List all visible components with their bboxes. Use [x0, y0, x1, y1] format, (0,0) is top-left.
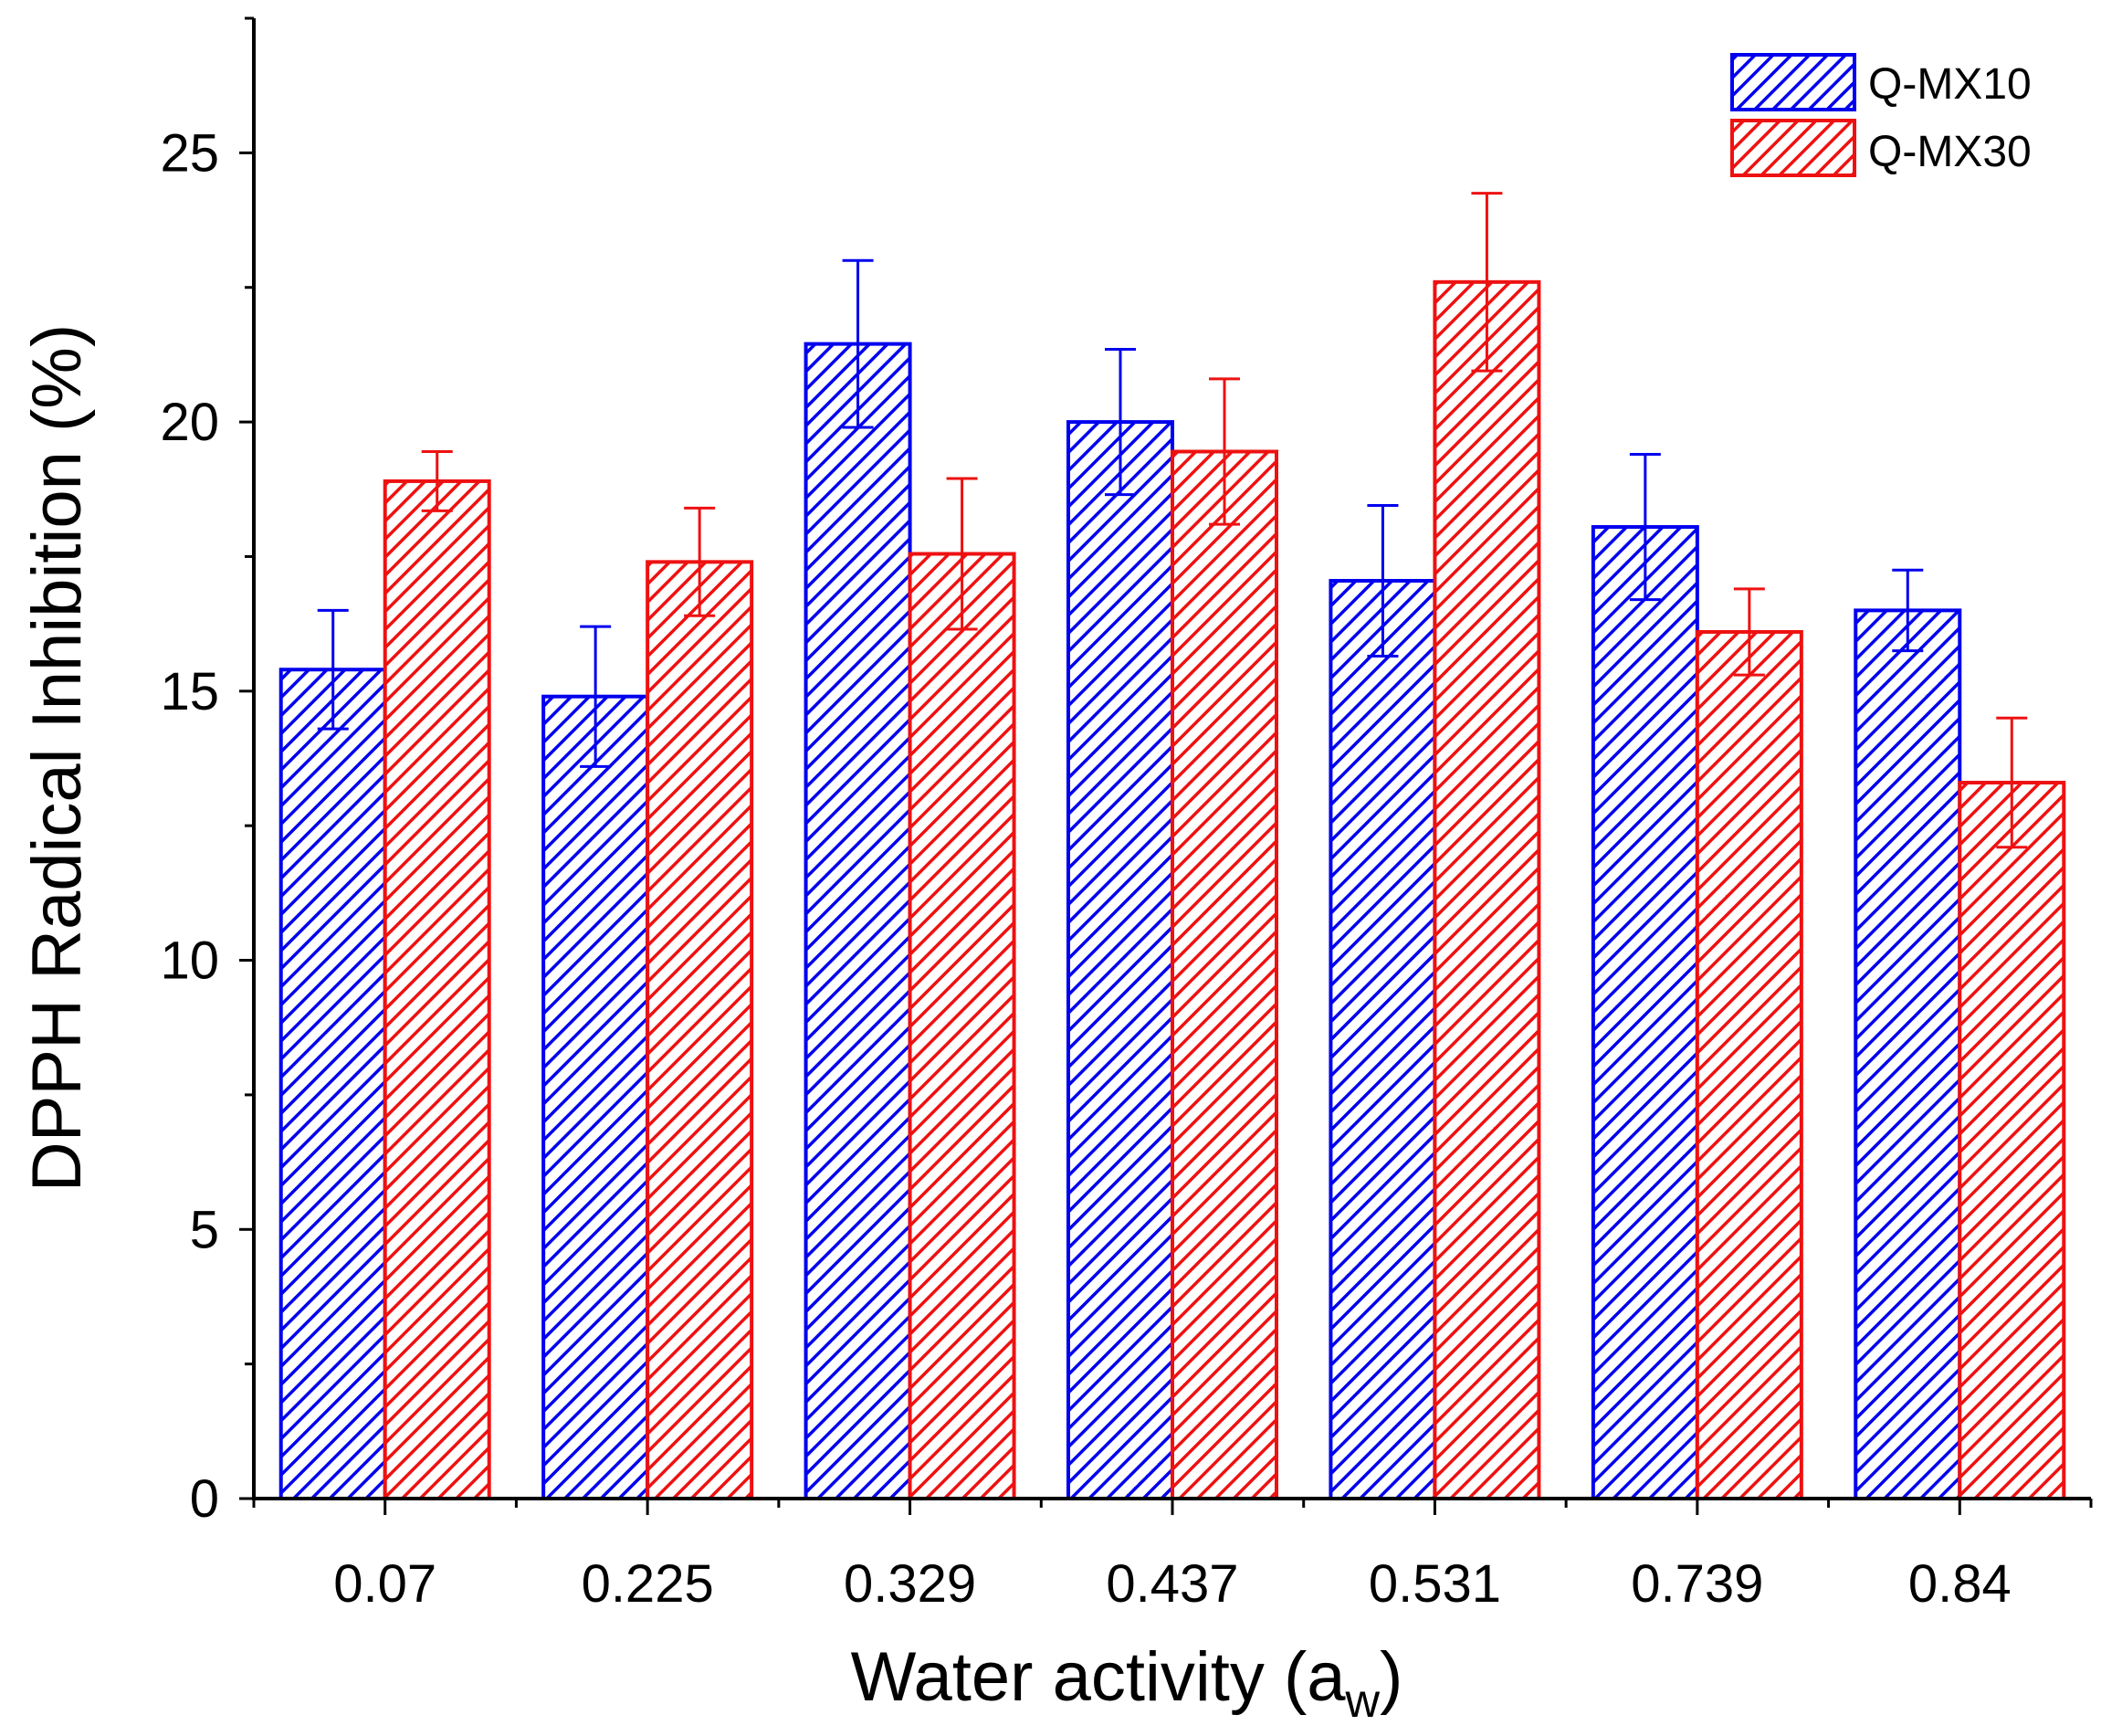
- bar-q-mx30-0.07: [383, 479, 491, 1500]
- y-tick-label: 10: [160, 931, 219, 991]
- x-tick-label: 0.07: [333, 1554, 436, 1614]
- x-tick-label: 0.437: [1106, 1554, 1238, 1614]
- error-bar-q-mx30-0.739: [1733, 587, 1765, 677]
- bar-q-mx30-0.84: [1958, 781, 2066, 1500]
- x-tick-label: 0.531: [1369, 1554, 1501, 1614]
- bar-q-mx30-0.531: [1433, 279, 1541, 1500]
- x-axis-title-subscript: w: [1345, 1675, 1381, 1728]
- y-tick-label: 20: [160, 393, 219, 452]
- error-bar-q-mx10-0.329: [842, 258, 874, 429]
- error-bar-q-mx10-0.531: [1367, 503, 1399, 658]
- bar-q-mx30-0.225: [646, 560, 754, 1500]
- bar-q-mx10-0.437: [1066, 420, 1174, 1500]
- bars-layer: [278, 279, 2066, 1501]
- y-tick-label: 0: [190, 1469, 219, 1529]
- error-bar-q-mx30-0.329: [946, 477, 978, 631]
- bar-q-mx30-0.437: [1171, 449, 1278, 1501]
- error-bar-q-mx10-0.84: [1892, 568, 1924, 653]
- y-tick-label: 5: [190, 1200, 219, 1259]
- error-bar-q-mx30-0.225: [684, 506, 716, 617]
- error-bar-q-mx10-0.07: [317, 608, 349, 731]
- bar-q-mx10-0.739: [1591, 525, 1699, 1500]
- y-ticks: 0 5 10 15 20 25: [160, 16, 254, 1529]
- x-axis-title-close: ): [1380, 1638, 1402, 1716]
- bar-q-mx30-0.329: [908, 552, 1016, 1500]
- y-tick-label: 25: [160, 123, 219, 183]
- error-bar-q-mx10-0.739: [1629, 452, 1661, 602]
- x-tick-label: 0.329: [844, 1554, 976, 1614]
- bar-q-mx10-0.531: [1329, 578, 1437, 1500]
- error-bar-q-mx10-0.225: [580, 625, 612, 768]
- x-axis-title: Water activity (aw): [851, 1638, 1403, 1728]
- error-bar-q-mx30-0.84: [1996, 716, 2028, 849]
- legend-label-q-mx30: Q-MX30: [1868, 128, 2032, 176]
- bar-q-mx10-0.07: [278, 668, 387, 1500]
- y-tick-label: 15: [160, 662, 219, 721]
- y-axis-title: DPPH Radical Inhibition (%): [18, 324, 96, 1192]
- x-axis-title-main: Water activity (a: [851, 1638, 1347, 1716]
- bar-q-mx10-0.84: [1854, 608, 1962, 1500]
- error-bar-q-mx30-0.437: [1209, 377, 1240, 526]
- legend-swatch-q-mx10: [1730, 53, 1856, 111]
- legend-swatch-q-mx30: [1730, 119, 1856, 177]
- legend: Q-MX10 Q-MX30: [1730, 53, 2032, 177]
- error-bars-layer: [317, 192, 2028, 849]
- error-bar-q-mx10-0.437: [1105, 348, 1136, 497]
- x-ticks: 0.07 0.225 0.329 0.437 0.531 0.739 0.84: [252, 1499, 2093, 1614]
- bar-q-mx10-0.329: [804, 342, 912, 1500]
- error-bar-q-mx30-0.07: [421, 450, 453, 512]
- x-tick-label: 0.225: [582, 1554, 714, 1614]
- bar-q-mx30-0.739: [1695, 629, 1803, 1500]
- error-bar-q-mx30-0.531: [1471, 192, 1503, 373]
- x-tick-label: 0.739: [1631, 1554, 1763, 1614]
- x-tick-label: 0.84: [1908, 1554, 2012, 1614]
- bar-q-mx10-0.225: [541, 694, 650, 1500]
- legend-label-q-mx10: Q-MX10: [1868, 60, 2032, 109]
